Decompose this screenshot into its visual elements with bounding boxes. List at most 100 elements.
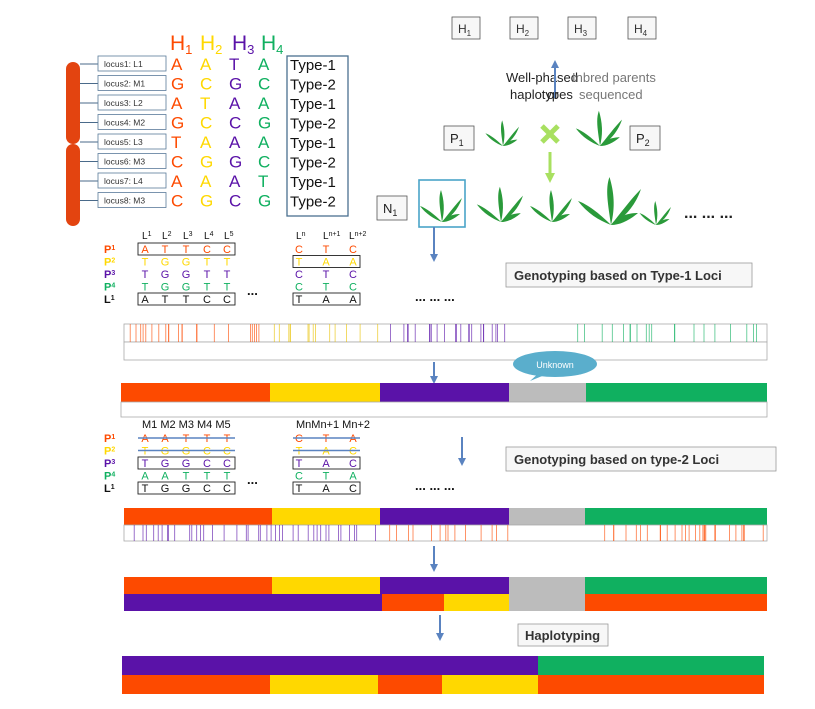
genotype-base: A xyxy=(161,433,169,445)
row-box xyxy=(292,456,361,470)
chromosome-pair xyxy=(66,62,80,226)
row-label: P2 xyxy=(104,446,115,458)
genotype-base: A xyxy=(141,471,149,483)
locus-base: A xyxy=(229,172,241,191)
plant-icon xyxy=(639,201,671,225)
locus-label-box xyxy=(97,94,167,111)
genotype-base: T xyxy=(296,294,303,306)
locus-label: locus4: M2 xyxy=(104,118,145,128)
locus-row: locus2: M1 G C G C Type-2 xyxy=(80,75,336,94)
genotype-base: T xyxy=(323,244,330,256)
locus-row: locus4: M2 G C C G Type-2 xyxy=(80,114,336,133)
inbred-line1: Inbred parents xyxy=(572,70,656,85)
locus-base: A xyxy=(258,133,270,152)
h-box xyxy=(627,16,657,40)
locus-label-box xyxy=(97,133,167,150)
well-phased-line1: Well-phased xyxy=(506,70,578,85)
genotype-base: G xyxy=(161,483,170,495)
locus-label-box xyxy=(97,55,167,72)
locus-base: C xyxy=(258,153,270,172)
genotype-base: T xyxy=(224,433,231,445)
row-label: P2 xyxy=(104,257,115,269)
col-head: L3 xyxy=(183,231,193,242)
genotype-base: T xyxy=(204,257,211,269)
genotype-base: T xyxy=(296,446,303,458)
genotype-base: C xyxy=(349,244,357,256)
genotype-row: P3 T G G T T C T C xyxy=(104,269,357,281)
row-box xyxy=(292,481,361,495)
col-head: Ln+2 xyxy=(349,231,367,242)
genotype-row: P4 T G G T T C T C xyxy=(104,282,357,294)
type1-result-bar xyxy=(120,383,768,418)
locus-base: T xyxy=(171,133,181,152)
genotype-base: G xyxy=(182,446,191,458)
locus-type: Type-2 xyxy=(290,155,336,172)
row-label: L1 xyxy=(104,294,115,306)
genotype-base: A xyxy=(349,471,357,483)
type-column-box xyxy=(286,55,349,217)
genotype-base: T xyxy=(204,433,211,445)
genotype-row: P4 A A T T T C T A xyxy=(104,471,357,483)
type1-title-box xyxy=(505,262,753,288)
genotype-base: G xyxy=(161,257,170,269)
col-head: L5 xyxy=(224,231,234,242)
haplotype-source-panel: H1 H2 H3 H4 Well-phased haplotypes or Inbre… xyxy=(376,16,733,262)
row-label: P1 xyxy=(104,433,115,445)
h-box-label: H3 xyxy=(574,22,588,38)
genotype-base: T xyxy=(224,471,231,483)
locus-base: C xyxy=(258,75,270,94)
genotype-base: T xyxy=(183,433,190,445)
type1-marker-track xyxy=(123,323,768,361)
row-label: P4 xyxy=(104,471,115,483)
type2-marker-track xyxy=(123,524,768,542)
row-box xyxy=(137,481,236,495)
locus-row: locus6: M3 C G G C Type-2 xyxy=(80,153,336,172)
p1-box xyxy=(443,125,475,151)
locus-base: A xyxy=(200,55,212,74)
col-heads: M1 M2 M3 M4 M5 xyxy=(142,419,231,431)
locus-base: C xyxy=(229,192,241,211)
locus-base: G xyxy=(229,75,242,94)
genotype-base: C xyxy=(203,483,211,495)
genotype-base: C xyxy=(223,458,231,470)
genotype-base: G xyxy=(161,458,170,470)
locus-base: C xyxy=(171,153,183,172)
genotype-base: A xyxy=(322,257,330,269)
type1-table: L1 L2 L3 L4 L5 Ln Ln+1 Ln+2P1 A T T C C C T CP2 T G G T T T A A… xyxy=(104,231,455,306)
locus-base: G xyxy=(258,192,271,211)
locus-label: locus6: M3 xyxy=(104,157,145,167)
genotype-base: C xyxy=(295,269,303,281)
cross-icon xyxy=(540,124,560,144)
locus-base: C xyxy=(171,192,183,211)
genotype-base: A xyxy=(141,294,149,306)
locus-base: G xyxy=(171,75,184,94)
locus-base: G xyxy=(200,192,213,211)
genotype-base: T xyxy=(204,471,211,483)
locus-row: locus5: L3 T A A A Type-1 xyxy=(80,133,336,152)
genotype-base: C xyxy=(203,446,211,458)
locus-base: A xyxy=(171,94,183,113)
locus-label-box xyxy=(97,75,167,91)
locus-type: Type-2 xyxy=(290,77,336,94)
genotype-row: L1 T G G C C T A C xyxy=(104,481,361,495)
genotype-base: A xyxy=(322,483,330,495)
plant-icon xyxy=(485,120,519,146)
locus-base: A xyxy=(258,94,270,113)
genotype-base: T xyxy=(183,471,190,483)
genotype-row: P2 T G G T T T A A xyxy=(104,255,361,269)
genotype-base: C xyxy=(349,269,357,281)
locus-base: T xyxy=(258,172,268,191)
locus-base: G xyxy=(229,153,242,172)
row-label: P1 xyxy=(104,244,115,256)
genotype-base: G xyxy=(182,257,191,269)
plant-icon xyxy=(476,186,523,222)
genotype-base: T xyxy=(296,257,303,269)
genotype-base: A xyxy=(322,458,330,470)
genotype-base: C xyxy=(349,483,357,495)
locus-base: G xyxy=(171,114,184,133)
locus-label: locus1: L1 xyxy=(104,59,143,69)
ellipsis-long: ... ... ... xyxy=(415,478,455,493)
header-h1: H1 xyxy=(170,32,192,57)
